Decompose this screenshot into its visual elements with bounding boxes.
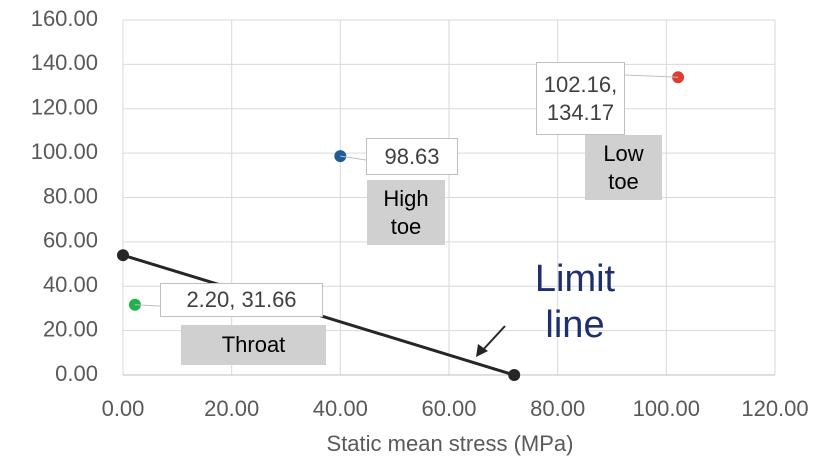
point-name-label: Low toe: [585, 135, 662, 200]
annotation-arrow: [480, 325, 506, 353]
data-label: 2.20, 31.66: [160, 283, 323, 317]
x-tick-label: 80.00: [530, 396, 585, 421]
leader-line: [134, 304, 161, 307]
y-tick-label: 140.00: [31, 50, 98, 75]
x-tick-label: 120.00: [741, 396, 808, 421]
x-axis-title: Static mean stress (MPa): [327, 431, 574, 456]
x-tick-label: 100.00: [633, 396, 700, 421]
y-tick-label: 80.00: [43, 183, 98, 208]
data-label: 98.63: [366, 138, 458, 175]
point-name-label: High toe: [367, 180, 445, 245]
data-point: [508, 369, 521, 381]
y-tick-label: 40.00: [43, 272, 98, 297]
x-tick-label: 40.00: [313, 396, 368, 421]
annotation-arrow-head: [476, 344, 488, 357]
leader-line: [340, 155, 367, 161]
x-tick-label: 60.00: [421, 396, 476, 421]
data-label: 102.16, 134.17: [536, 62, 625, 135]
y-tick-label: 100.00: [31, 139, 98, 164]
x-tick-label: 20.00: [204, 396, 259, 421]
x-tick-label: 0.00: [102, 396, 145, 421]
point-name-label: Throat: [181, 325, 326, 365]
leader-line: [624, 74, 679, 78]
y-tick-label: 60.00: [43, 228, 98, 253]
y-tick-label: 120.00: [31, 95, 98, 120]
limit-line-annotation: Limit line: [534, 258, 616, 346]
data-point: [117, 249, 129, 262]
y-tick-label: 20.00: [43, 316, 98, 341]
y-tick-label: 160.00: [31, 6, 98, 31]
y-tick-label: 0.00: [55, 361, 98, 386]
